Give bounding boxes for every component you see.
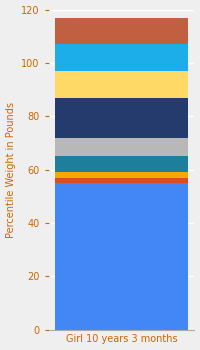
Bar <box>55 138 188 156</box>
Bar <box>55 71 188 98</box>
Bar <box>55 156 188 172</box>
Bar <box>55 44 188 71</box>
Y-axis label: Percentile Weight in Pounds: Percentile Weight in Pounds <box>6 102 16 238</box>
Bar <box>55 98 188 138</box>
Bar <box>55 18 188 44</box>
Bar <box>55 172 188 177</box>
Bar <box>55 177 188 183</box>
Bar <box>55 183 188 330</box>
